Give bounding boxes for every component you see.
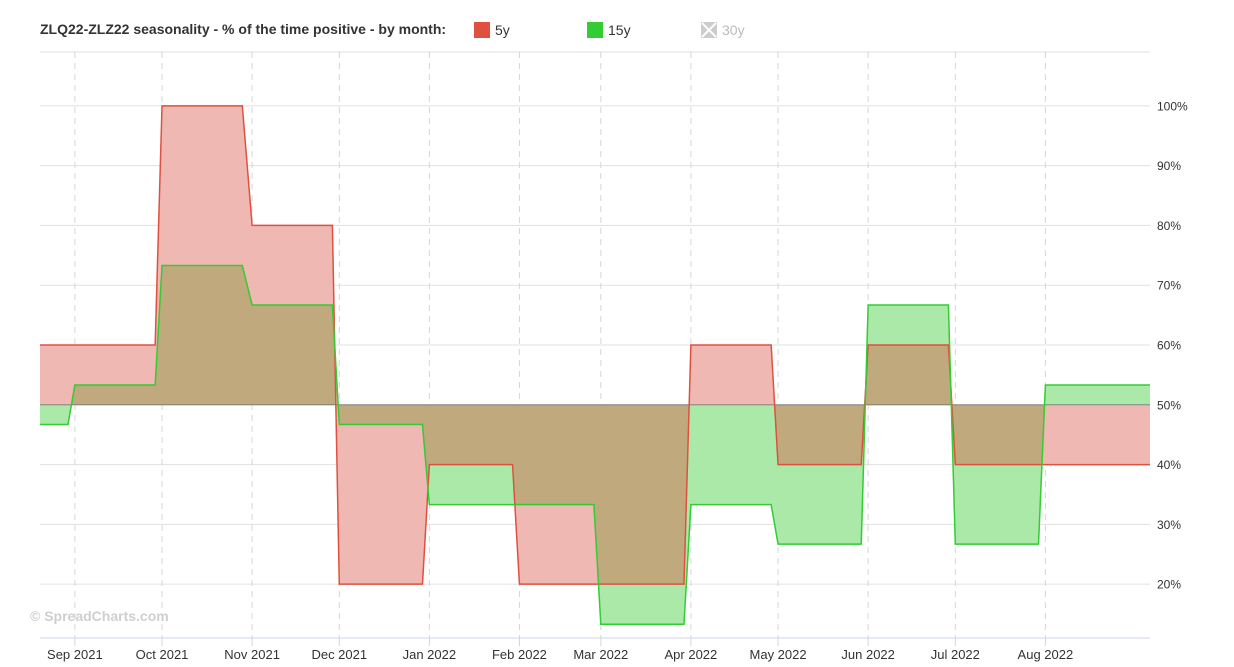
y-tick-label: 20%: [1157, 578, 1181, 592]
legend-item-5y[interactable]: 5y: [474, 21, 534, 39]
y-tick-label: 30%: [1157, 518, 1181, 532]
x-tick-label: Mar 2022: [573, 647, 628, 662]
y-tick-label: 80%: [1157, 219, 1181, 233]
x-tick-label: Aug 2022: [1018, 647, 1074, 662]
x-tick-label: Feb 2022: [492, 647, 547, 662]
series-15y-line: [40, 264, 1150, 625]
chart-legend: ZLQ22-ZLZ22 seasonality - % of the time …: [0, 0, 1234, 60]
y-tick-label: 50%: [1157, 398, 1181, 412]
legend-label-15y: 15y: [608, 22, 631, 38]
legend-swatch-5y: [474, 22, 490, 38]
y-tick-label: 60%: [1157, 339, 1181, 353]
legend-item-30y[interactable]: 30y: [701, 21, 761, 39]
x-tick-label: Nov 2021: [224, 647, 280, 662]
x-tick-label: Jul 2022: [931, 647, 980, 662]
legend-swatch-30y-disabled: [701, 22, 717, 38]
x-tick-label: Sep 2021: [47, 647, 103, 662]
x-tick-label: Jan 2022: [403, 647, 457, 662]
x-tick-label: Oct 2021: [136, 647, 189, 662]
legend-item-15y[interactable]: 15y: [587, 21, 647, 39]
chart-title: ZLQ22-ZLZ22 seasonality - % of the time …: [40, 21, 447, 37]
x-tick-label: Dec 2021: [311, 647, 367, 662]
x-tick-label: Apr 2022: [665, 647, 718, 662]
y-tick-label: 40%: [1157, 458, 1181, 472]
y-tick-label: 90%: [1157, 159, 1181, 173]
credit-watermark: © SpreadCharts.com: [30, 608, 169, 624]
y-tick-label: 100%: [1157, 99, 1188, 113]
legend-label-5y: 5y: [495, 22, 510, 38]
x-tick-label: May 2022: [750, 647, 807, 662]
y-tick-label: 70%: [1157, 279, 1181, 293]
legend-swatch-15y: [587, 22, 603, 38]
legend-label-30y: 30y: [722, 22, 745, 38]
x-tick-label: Jun 2022: [841, 647, 895, 662]
